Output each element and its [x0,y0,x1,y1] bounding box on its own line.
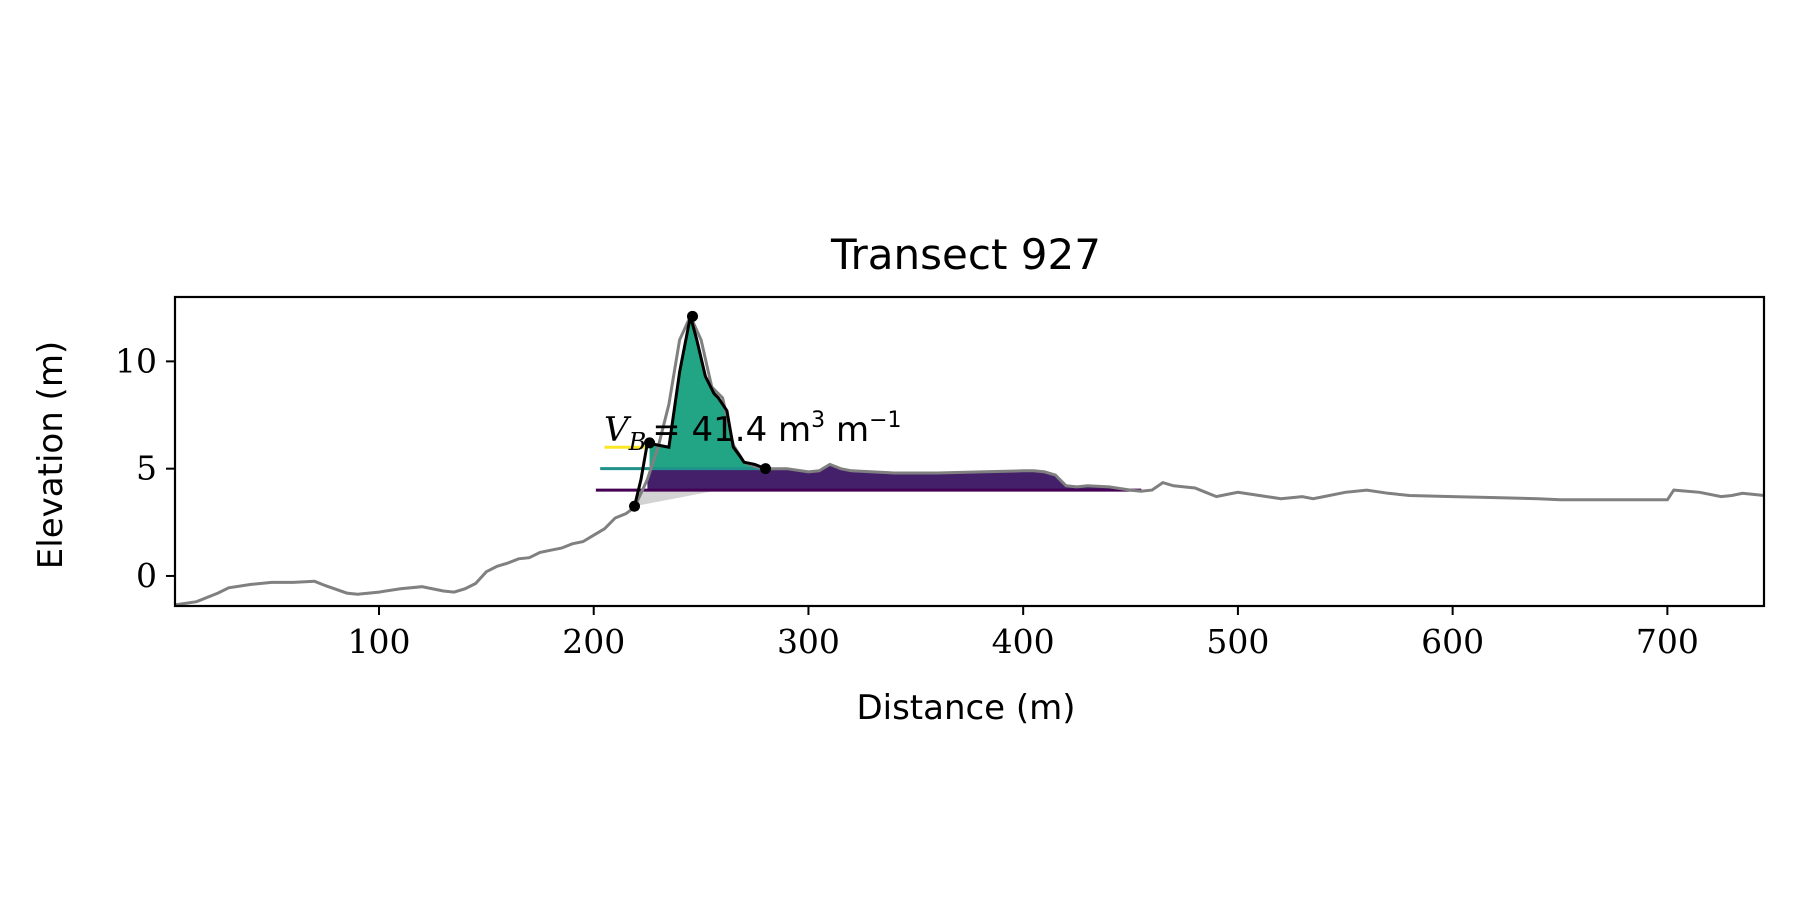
volume-annotation: VB = 41.4 m3 m−1 [604,408,902,456]
x-tick-label-200: 200 [562,622,625,661]
x-tick-label-300: 300 [777,622,840,661]
y-tick-label-5: 5 [136,449,157,488]
y-axis-label: Elevation (m) [31,341,71,569]
x-tick-label-500: 500 [1206,622,1269,661]
y-tick-label-10: 10 [115,341,157,380]
dune-volume-area [649,316,766,469]
key-point-2 [686,310,698,322]
base-volume-area [647,464,1142,491]
key-points [629,310,772,512]
key-point-0 [629,500,641,512]
x-axis-label: Distance (m) [856,688,1075,728]
key-point-3 [760,463,772,475]
x-tick-label-100: 100 [347,622,410,661]
unit-exponent-1: 3 [811,408,825,433]
x-axis: 100 200 300 400 500 600 700 [347,606,1699,661]
unit-exponent-2: −1 [869,408,901,433]
toe-wedge-area [634,490,719,507]
volume-symbol: V [604,410,632,450]
y-tick-label-0: 0 [136,556,157,595]
unit-2: m [825,410,869,450]
axes-frame [173,295,1766,608]
plot-area [174,310,1765,607]
volume-subscript: B [628,428,647,456]
reference-levels [595,445,1142,492]
volume-value: = 41.4 m [652,410,811,450]
profile-line [174,312,1765,607]
x-tick-label-600: 600 [1421,622,1484,661]
x-tick-label-700: 700 [1636,622,1699,661]
x-tick-label-400: 400 [992,622,1055,661]
y-axis: 0 5 10 [115,341,175,595]
chart-title: Transect 927 [830,230,1101,279]
key-point-1 [644,437,656,449]
